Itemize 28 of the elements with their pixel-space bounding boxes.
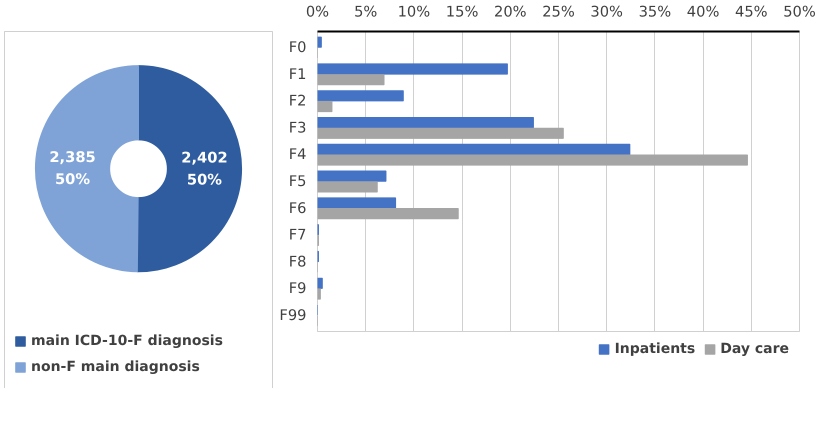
y-tick-label: F5: [288, 173, 307, 190]
x-tick-label: 15%: [446, 4, 478, 20]
y-tick-label: F1: [288, 66, 307, 83]
y-tick-label: F99: [279, 306, 307, 324]
data-label: 2,385 50%: [49, 148, 96, 188]
y-tick-label: F3: [288, 119, 307, 136]
x-tick-label: 45%: [735, 4, 768, 20]
x-tick-label: 25%: [542, 4, 575, 20]
legend-label: non-F main diagnosis: [31, 359, 200, 376]
y-tick-label: F6: [288, 200, 307, 217]
x-tick-label: 10%: [398, 4, 430, 20]
x-tick-label: 20%: [494, 4, 527, 20]
y-tick-label: F8: [288, 253, 307, 270]
x-tick-label: 5%: [354, 4, 378, 20]
x-tick-label: 35%: [638, 4, 672, 20]
x-tick-label: 50%: [783, 4, 816, 20]
y-tick-label: F9: [288, 280, 307, 298]
x-tick-label: 0%: [306, 4, 330, 20]
legend-label: main ICD-10-F diagnosis: [31, 333, 223, 350]
legend-label: Inpatients: [614, 341, 696, 357]
y-tick-label: F2: [288, 92, 307, 110]
legend-label: Day care: [720, 341, 789, 357]
y-tick-label: F4: [288, 146, 307, 164]
x-tick-label: 40%: [686, 4, 720, 20]
x-tick-label: 30%: [590, 4, 624, 20]
y-tick-label: F0: [288, 39, 307, 56]
y-tick-label: F7: [288, 226, 307, 244]
data-label: 2,402 50%: [181, 150, 228, 189]
